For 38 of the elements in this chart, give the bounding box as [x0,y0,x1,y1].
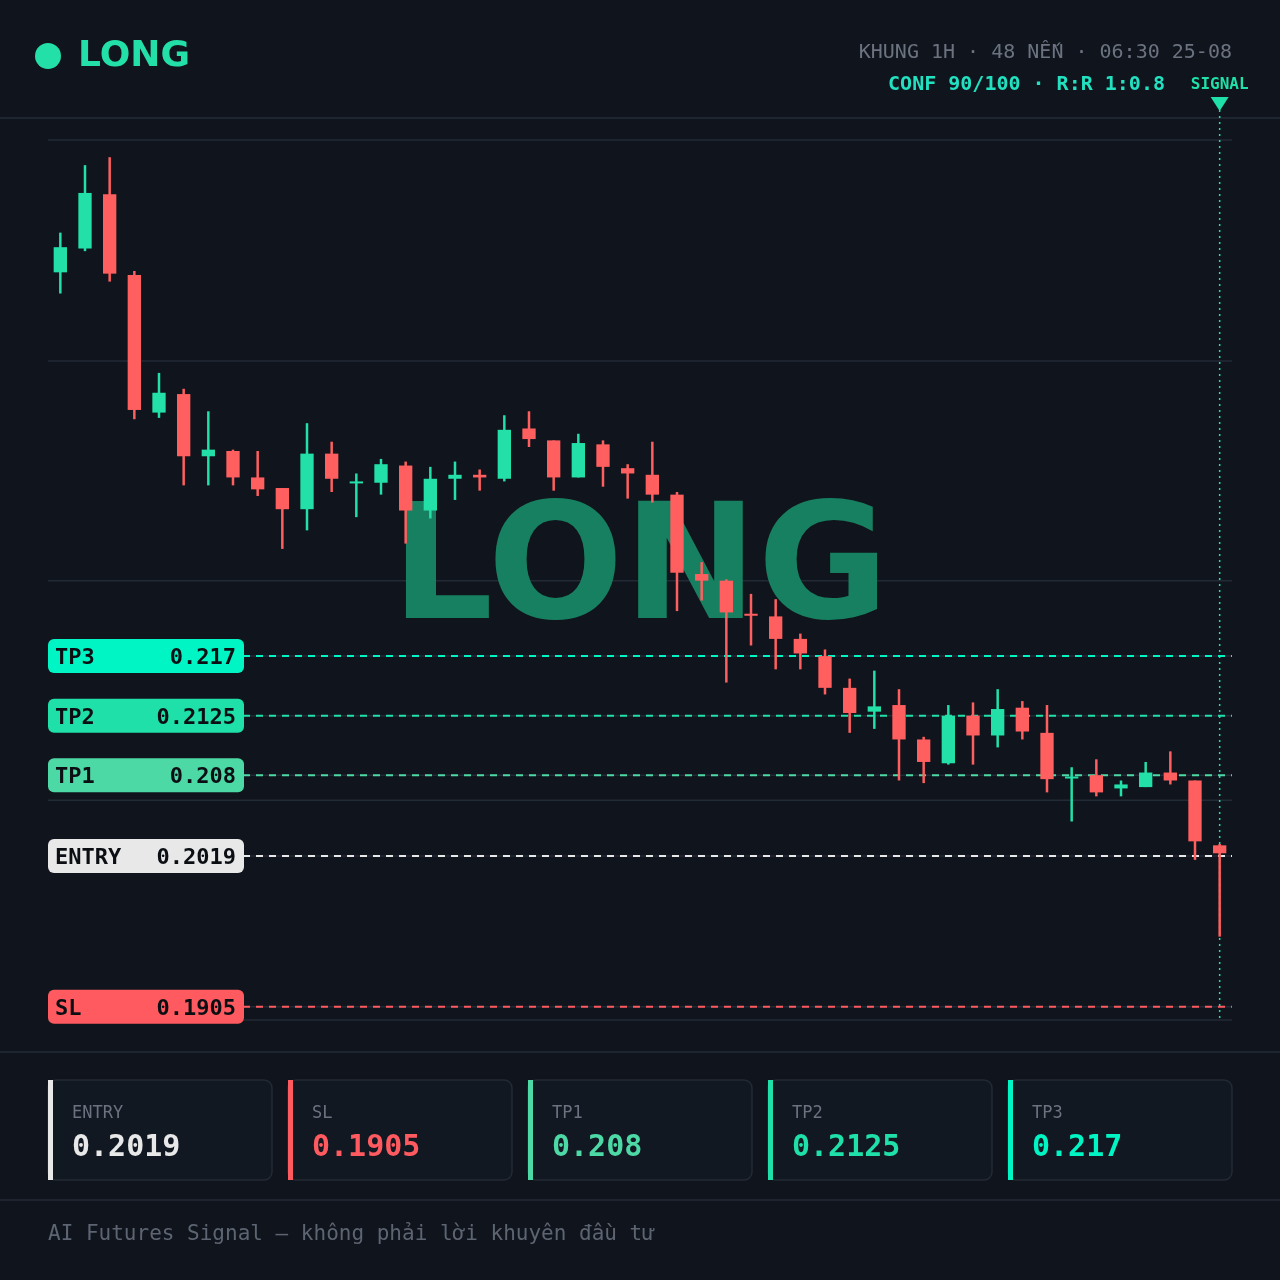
y-tick-label: 0.1905 [156,994,236,1020]
candlestick [275,486,289,551]
candlestick [966,701,980,766]
y-tick-label: 0.2125 [156,703,236,729]
ref-line-label: SL [55,994,82,1020]
candlestick [374,457,388,496]
ref-line-label: TP2 [55,703,95,729]
text: 0.1905 [312,1128,421,1163]
text: SIGNAL [1190,74,1249,93]
text: TP1 [552,1102,583,1122]
text: 0.2125 [792,1128,901,1163]
chart-subtitle: KHUNG 1H · 48 NẾN · 06:30 25-08 [858,39,1232,63]
candlestick [1015,699,1029,741]
candlestick [152,371,166,420]
ref-line-label: TP3 [55,644,95,670]
text: TP3 [1032,1102,1063,1122]
candlestick [1139,760,1153,789]
chart-title: LONG [78,33,190,74]
text: CONF 90/100 · R:R 1:0.8 [888,71,1165,95]
text: 0.208 [552,1128,643,1163]
candlestick [522,410,536,449]
y-tick-label: 0.2019 [156,843,236,869]
text: TP2 [792,1102,823,1122]
candlestick [1065,766,1079,823]
candlestick [251,449,265,498]
y-tick-label: 0.217 [169,644,236,670]
text: ENTRY [72,1102,124,1122]
text: AI Futures Signal — không phải lời khuyên đầu tư [48,1221,656,1245]
candlestick [349,472,363,519]
text: 0.2019 [72,1128,181,1163]
y-tick-label: 0.208 [169,763,236,789]
candlestick [1089,758,1103,798]
candlestick [1213,842,1227,938]
candlestick [917,735,931,785]
text: SL [312,1102,333,1122]
ref-line-label: TP1 [55,763,95,789]
text: 0.217 [1032,1128,1123,1163]
ref-line-label: ENTRY [55,843,122,869]
